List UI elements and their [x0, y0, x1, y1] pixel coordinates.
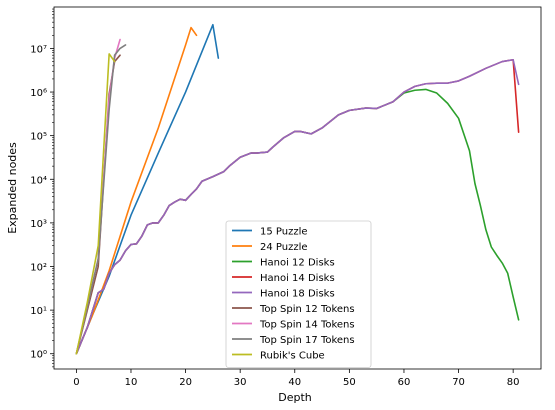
y-tick-label: 10⁷ [30, 44, 47, 55]
legend-label-2: Hanoi 12 Disks [260, 257, 335, 268]
x-tick-label: 0 [73, 377, 79, 388]
legend-label-8: Rubik's Cube [260, 350, 325, 361]
y-axis-label: Expanded nodes [6, 142, 19, 234]
x-tick-label: 20 [179, 377, 192, 388]
x-tick-label: 40 [288, 377, 301, 388]
x-tick-label: 80 [507, 377, 520, 388]
x-tick-label: 50 [343, 377, 356, 388]
x-tick-label: 60 [398, 377, 411, 388]
y-tick-label: 10⁵ [30, 132, 47, 143]
legend-label-7: Top Spin 17 Tokens [259, 335, 355, 346]
x-tick-label: 10 [125, 377, 138, 388]
y-tick-label: 10⁴ [30, 175, 47, 186]
y-tick-label: 10³ [30, 219, 47, 230]
x-tick-label: 30 [234, 377, 247, 388]
x-axis-label: Depth [278, 391, 312, 404]
legend-label-6: Top Spin 14 Tokens [259, 319, 355, 330]
y-tick-label: 10⁰ [30, 350, 47, 361]
y-tick-label: 10⁶ [30, 88, 47, 99]
legend-label-4: Hanoi 18 Disks [260, 288, 335, 299]
legend-label-3: Hanoi 14 Disks [260, 273, 335, 284]
legend-label-0: 15 Puzzle [260, 226, 308, 237]
legend-label-5: Top Spin 12 Tokens [259, 304, 355, 315]
y-tick-label: 10² [30, 263, 47, 274]
x-tick-label: 70 [452, 377, 465, 388]
y-tick-label: 10¹ [30, 306, 47, 317]
legend-label-1: 24 Puzzle [260, 242, 308, 253]
legend: 15 Puzzle 24 Puzzle Hanoi 12 Disks Hanoi 14… [226, 221, 371, 368]
